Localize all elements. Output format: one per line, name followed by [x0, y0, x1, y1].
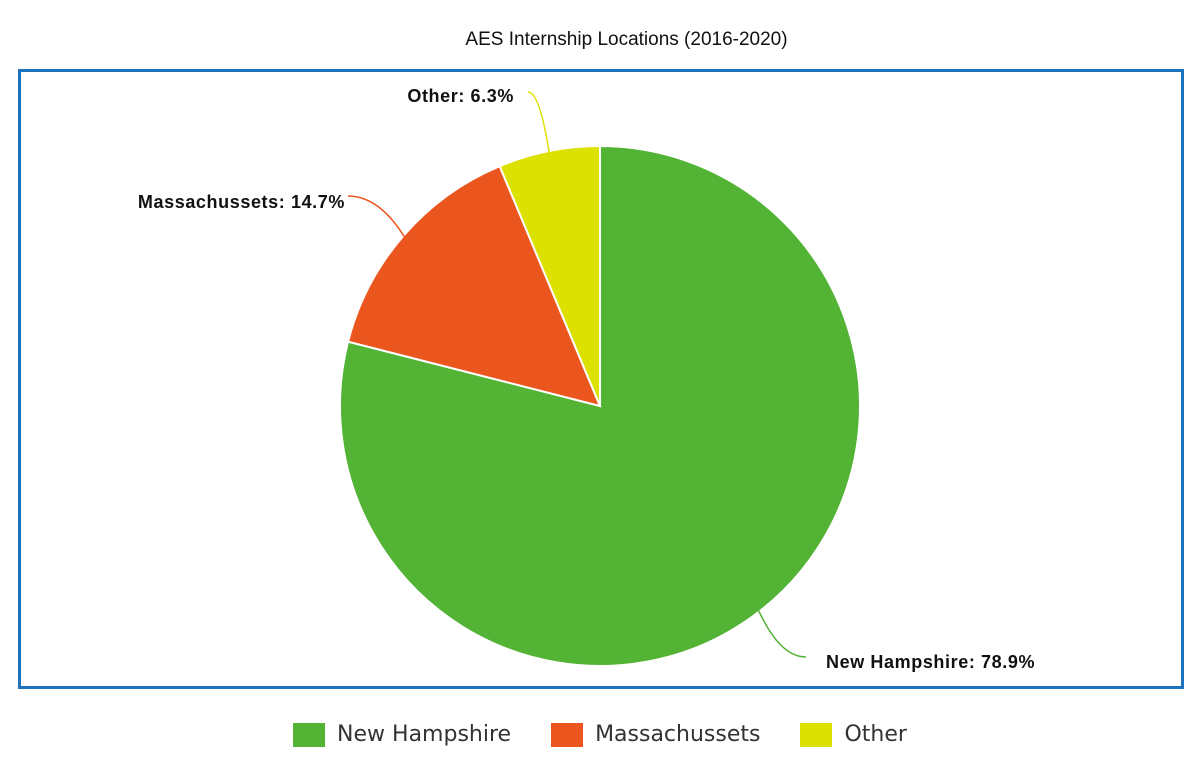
- leader-line-new-hampshire: [757, 609, 807, 658]
- leader-line-massachussets: [347, 195, 406, 238]
- slice-label-other: Other: 6.3%: [407, 86, 514, 106]
- pie-slices: [339, 144, 861, 667]
- slice-label-new-hampshire: New Hampshire: 78.9%: [826, 652, 1035, 672]
- legend-label-massachussets: Massachussets: [595, 722, 761, 747]
- legend-swatch-other: [800, 722, 833, 747]
- leader-line-other: [527, 91, 550, 154]
- legend-item-other[interactable]: Other: [800, 722, 907, 747]
- legend-item-massachussets[interactable]: Massachussets: [551, 722, 760, 747]
- legend-swatch-massachussets: [551, 722, 584, 747]
- leader-lines: [347, 91, 807, 658]
- legend-label-new-hampshire: New Hampshire: [337, 722, 512, 747]
- legend-swatch-new-hampshire: [293, 722, 326, 747]
- legend-item-new-hampshire[interactable]: New Hampshire: [293, 722, 511, 747]
- legend-label-other: Other: [844, 722, 907, 747]
- chart-title: AES Internship Locations (2016-2020): [465, 29, 788, 50]
- legend: New Hampshire Massachussets Other: [0, 722, 1200, 747]
- slice-label-massachussets: Massachussets: 14.7%: [138, 192, 345, 212]
